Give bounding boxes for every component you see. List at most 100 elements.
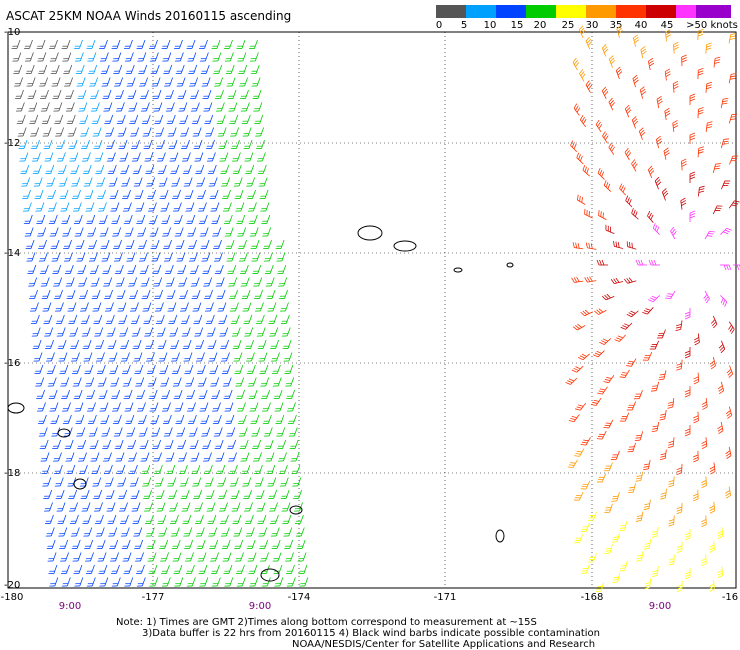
wind-barb (628, 483, 636, 494)
wind-barb (580, 437, 591, 446)
wind-barb (219, 152, 229, 162)
wind-barb (177, 89, 187, 100)
wind-barb (149, 52, 159, 62)
wind-barb (227, 264, 237, 275)
wind-barb (51, 252, 61, 262)
wind-barb (631, 208, 639, 220)
wind-barb (183, 527, 193, 537)
wind-barb (61, 577, 71, 587)
wind-barb (72, 552, 82, 562)
wind-barb (594, 308, 607, 315)
wind-barb (180, 127, 190, 137)
wind-barb (207, 339, 217, 350)
wind-barb (263, 239, 272, 250)
wind-barb (62, 52, 72, 62)
wind-barb (280, 489, 290, 500)
wind-barb (128, 464, 138, 475)
wind-barb (287, 414, 297, 425)
island-outline (7, 402, 25, 414)
wind-barb (246, 539, 256, 550)
wind-barb (50, 239, 60, 250)
wind-barb (37, 414, 47, 425)
wind-barb (227, 439, 237, 450)
wind-barb (728, 200, 740, 209)
wind-barb (158, 527, 168, 537)
wind-barb (35, 202, 45, 212)
wind-barb (126, 252, 136, 262)
wind-barb (282, 339, 292, 350)
wind-barb (50, 414, 60, 425)
wind-barb (56, 139, 65, 150)
wind-barb (64, 439, 74, 450)
wind-barb (260, 552, 269, 562)
wind-barb (601, 86, 609, 100)
wind-barb (22, 202, 32, 212)
wind-barb (238, 64, 248, 75)
wind-barb (174, 577, 184, 587)
wind-barb (132, 164, 142, 175)
wind-barb (196, 177, 206, 187)
wind-barb (228, 464, 238, 475)
wind-barb (142, 127, 152, 137)
wind-barb (180, 314, 190, 325)
wind-barb (286, 389, 296, 400)
legend-swatch-5 (586, 5, 616, 18)
wind-barb (194, 514, 204, 525)
wind-barb (585, 242, 597, 250)
wind-barb (71, 352, 80, 362)
wind-barb (181, 152, 191, 162)
wind-barb (612, 572, 621, 584)
wind-barb (185, 202, 195, 212)
wind-barb (176, 427, 186, 437)
wind-barb (77, 439, 87, 450)
wind-barb (139, 264, 149, 275)
wind-barb (88, 252, 98, 262)
wind-barb (597, 386, 608, 395)
wind-barb (218, 489, 228, 500)
wind-barb (102, 89, 112, 100)
wind-barb (270, 339, 279, 350)
wind-barb (186, 577, 196, 587)
wind-barb (137, 414, 147, 425)
wind-barb (260, 377, 270, 387)
wind-barb (38, 427, 48, 437)
wind-barb (668, 476, 675, 488)
wind-barb (111, 39, 121, 50)
wind-barb (175, 239, 185, 250)
wind-barb (90, 452, 100, 462)
wind-barb (202, 439, 212, 450)
wind-barb (106, 327, 116, 337)
wind-barb (193, 139, 203, 150)
wind-barb (296, 539, 306, 550)
wind-barb (124, 52, 134, 62)
wind-barb (72, 202, 82, 212)
wind-barb (91, 114, 101, 125)
wind-barb (199, 52, 209, 62)
wind-barb (131, 152, 141, 162)
wind-barb (249, 577, 259, 587)
wind-barb (39, 439, 49, 450)
wind-barb (205, 314, 215, 325)
wind-barb (55, 127, 65, 137)
wind-barb (673, 41, 679, 54)
wind-barb (185, 564, 195, 575)
wind-barb (93, 489, 103, 500)
wind-barb (603, 180, 612, 192)
wind-barb (60, 202, 70, 212)
wind-barb (210, 564, 220, 575)
wind-barb (236, 389, 246, 400)
wind-barb (218, 314, 228, 325)
wind-barb (602, 131, 609, 144)
legend-label-5: 5 (460, 20, 468, 31)
wind-barb (196, 352, 205, 362)
wind-barb (83, 527, 93, 537)
wind-barb (244, 152, 254, 162)
wind-barb (144, 327, 154, 337)
wind-barb (580, 480, 591, 490)
wind-barb (30, 127, 40, 137)
wind-barb (241, 464, 251, 475)
wind-barb (259, 189, 269, 200)
wind-barb (238, 427, 248, 437)
wind-barb (120, 339, 129, 350)
wind-barb (96, 352, 105, 362)
